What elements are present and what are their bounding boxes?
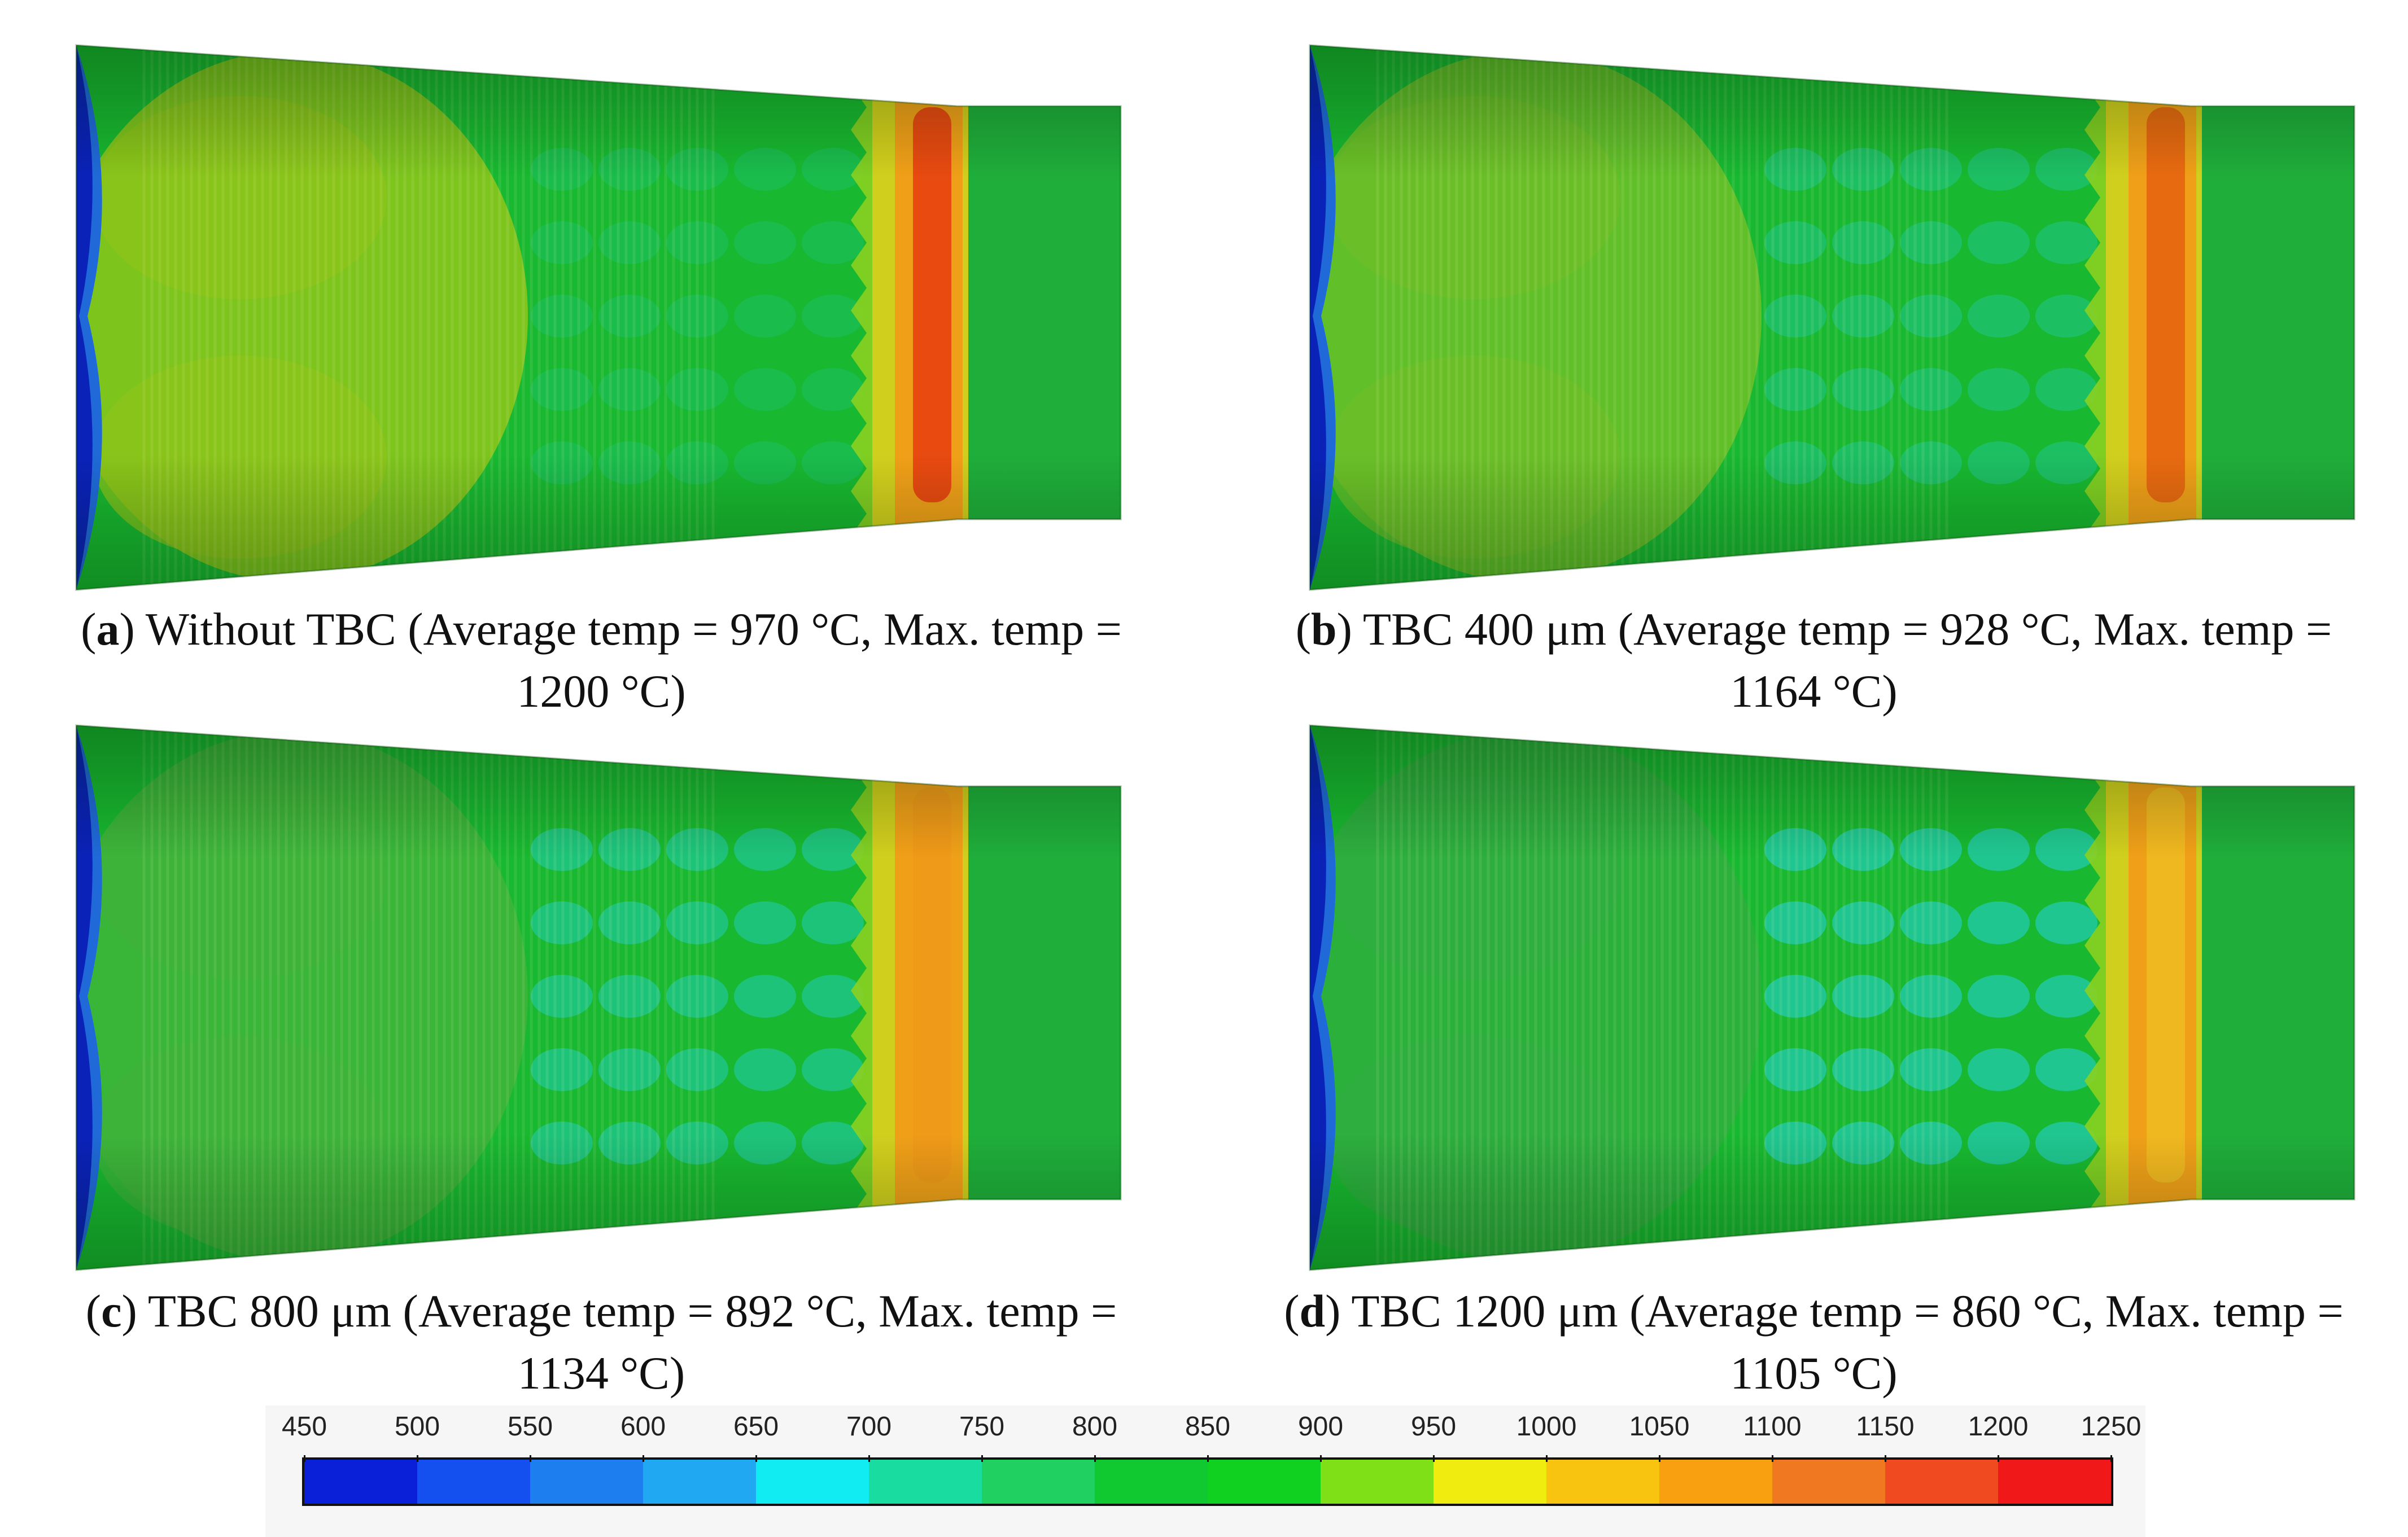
colorbar-segment (417, 1460, 530, 1504)
caption-a-line2: 1200 °C) (517, 665, 686, 717)
colorbar-tick-label: 1000 (1516, 1412, 1577, 1442)
colorbar-segment (1434, 1460, 1546, 1504)
caption-letter: b (1311, 603, 1337, 655)
colorbar-segment (530, 1460, 643, 1504)
colorbar-tick-mark (1433, 1455, 1435, 1462)
contour-group (76, 725, 1121, 1270)
contour-group (1310, 725, 2354, 1270)
colorbar-tick-label: 850 (1185, 1412, 1231, 1442)
colorbar-tick-mark (1207, 1455, 1209, 1462)
colorbar-tick-label: 900 (1297, 1412, 1344, 1442)
thermal-plot-without-tbc (54, 40, 1143, 593)
caption-text: ) TBC 1200 μm (Average temp = 860 °C, Ma… (1325, 1285, 2344, 1337)
shade-overlay (76, 725, 1121, 1270)
colorbar-segment (1885, 1460, 1998, 1504)
colorbar-segment (1546, 1460, 1659, 1504)
colorbar-tick-label: 550 (507, 1412, 553, 1442)
colorbar-tick-label: 650 (733, 1412, 779, 1442)
caption-letter: a (96, 603, 120, 655)
colorbar-segment (1659, 1460, 1772, 1504)
panel-outline (1309, 44, 2355, 591)
colorbar-segment (756, 1460, 869, 1504)
contour-group (76, 45, 1121, 590)
colorbar-tick-label: 800 (1072, 1412, 1118, 1442)
panel-outline (75, 724, 1122, 1271)
colorbar-tick-mark (1885, 1455, 1886, 1462)
panel-outline (75, 44, 1122, 591)
shade-overlay (76, 45, 1121, 590)
caption-letter: d (1299, 1285, 1326, 1337)
colorbar-tick-label: 500 (394, 1412, 440, 1442)
caption-text: ) TBC 400 μm (Average temp = 928 °C, Max… (1336, 603, 2332, 655)
colorbar-tick-mark (1772, 1455, 1773, 1462)
colorbar-tick-label: 450 (281, 1412, 327, 1442)
colorbar-tick-mark (755, 1455, 757, 1462)
colorbar-segment (1772, 1460, 1885, 1504)
caption-d-line1: (d) TBC 1200 μm (Average temp = 860 °C, … (1284, 1285, 2344, 1337)
thermal-plot-tbc-400 (1287, 40, 2377, 593)
colorbar-segment (643, 1460, 756, 1504)
caption-a: (a) Without TBC (Average temp = 970 °C, … (0, 598, 1203, 722)
caption-c: (c) TBC 800 μm (Average temp = 892 °C, M… (0, 1280, 1203, 1404)
colorbar-tick-mark (1094, 1455, 1096, 1462)
colorbar-tick-label: 700 (846, 1412, 892, 1442)
colorbar-segment (1095, 1460, 1208, 1504)
colorbar-tick-label: 950 (1410, 1412, 1457, 1442)
panel-svg (1309, 44, 2355, 591)
colorbar-tick-mark (981, 1455, 983, 1462)
contour-group (1310, 45, 2354, 590)
colorbar-tick-mark (304, 1455, 305, 1462)
colorbar-tick-mark (1546, 1455, 1548, 1462)
caption-d: (d) TBC 1200 μm (Average temp = 860 °C, … (1220, 1280, 2408, 1404)
colorbar-segment (304, 1460, 417, 1504)
caption-b: (b) TBC 400 μm (Average temp = 928 °C, M… (1220, 598, 2408, 722)
colorbar-strip (302, 1457, 2113, 1506)
colorbar-segment (1321, 1460, 1434, 1504)
shade-overlay (1310, 725, 2354, 1270)
caption-b-line1: (b) TBC 400 μm (Average temp = 928 °C, M… (1295, 603, 2332, 655)
colorbar-segment (982, 1460, 1095, 1504)
colorbar-segment (1208, 1460, 1321, 1504)
colorbar-tick-mark (643, 1455, 644, 1462)
colorbar-tick-label: 600 (620, 1412, 666, 1442)
caption-text: ) TBC 800 μm (Average temp = 892 °C, Max… (121, 1285, 1117, 1337)
colorbar-tick-mark (2110, 1455, 2112, 1462)
caption-c-line1: (c) TBC 800 μm (Average temp = 892 °C, M… (85, 1285, 1117, 1337)
colorbar-tick-mark (1320, 1455, 1322, 1462)
panel-outline (1309, 724, 2355, 1271)
thermal-plot-tbc-1200 (1287, 720, 2377, 1273)
colorbar-segment (1998, 1460, 2111, 1504)
colorbar-tick-mark (1998, 1455, 1999, 1462)
colorbar-tick-label: 1100 (1743, 1412, 1802, 1442)
panel-svg (1309, 724, 2355, 1271)
panel-svg (75, 724, 1122, 1271)
caption-b-line2: 1164 °C) (1730, 665, 1898, 717)
panel-svg (75, 44, 1122, 591)
colorbar-tick-label: 1050 (1629, 1412, 1690, 1442)
thermal-plot-tbc-800 (54, 720, 1143, 1273)
colorbar-tick-labels: 450 500 550 600 650 700 750 800 850 900 950 1000 105… (265, 1411, 2145, 1445)
colorbar-tick-label: 750 (959, 1412, 1005, 1442)
shade-overlay (1310, 45, 2354, 590)
colorbar-tick-label: 1200 (1968, 1412, 2029, 1442)
colorbar-tick-label: 1250 (2081, 1412, 2142, 1442)
colorbar-tick-mark (868, 1455, 870, 1462)
caption-c-line2: 1134 °C) (517, 1347, 685, 1399)
caption-a-line1: (a) Without TBC (Average temp = 970 °C, … (81, 603, 1122, 655)
colorbar-tick-mark (417, 1455, 418, 1462)
caption-d-line2: 1105 °C) (1730, 1347, 1898, 1399)
colorbar-tick-label: 1150 (1856, 1412, 1915, 1442)
colorbar-tick-mark (530, 1455, 531, 1462)
temperature-colorbar: 450 500 550 600 650 700 750 800 850 900 950 1000 105… (265, 1405, 2145, 1537)
caption-text: ) Without TBC (Average temp = 970 °C, Ma… (119, 603, 1122, 655)
colorbar-tick-mark (1659, 1455, 1660, 1462)
colorbar-segment (869, 1460, 982, 1504)
caption-letter: c (101, 1285, 122, 1337)
